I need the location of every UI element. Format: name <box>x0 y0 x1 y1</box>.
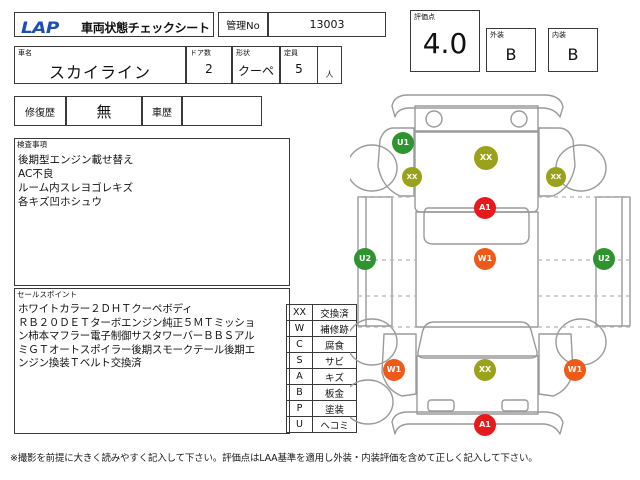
damage-marker-xx: XX <box>402 167 422 187</box>
body-shape-value: クーペ <box>237 64 274 78</box>
rear-quarter-right <box>538 127 576 197</box>
legend-row: W 補修跡 <box>286 320 357 337</box>
left-side-panel <box>357 196 393 327</box>
sales-point-box <box>14 288 290 434</box>
front-wheel-left <box>350 318 398 366</box>
repair-history-label-box: 修復歴 <box>14 96 66 126</box>
inspection-items-label: 検査事項 <box>17 140 47 149</box>
sheet-title-box: LAP 車両状態チェックシート <box>14 12 214 37</box>
body-shape-label: 形状 <box>236 49 250 57</box>
inspection-items-box <box>14 138 290 286</box>
vehicle-history-value-box[interactable] <box>182 96 262 126</box>
legend-row: C 腐食 <box>286 336 357 353</box>
vehicle-history-label: 車歴 <box>152 107 172 119</box>
sales-point-label: セールスポイント <box>17 290 77 299</box>
exterior-grade-label: 外装 <box>490 31 504 39</box>
vehicle-history-label-box: 車歴 <box>142 96 182 126</box>
seat-unit-label: 人 <box>325 70 334 79</box>
kanri-no-value-box[interactable]: 13003 <box>268 12 386 37</box>
front-fender-left <box>381 333 417 397</box>
rear-bumper-outline <box>391 94 564 118</box>
car-body-diagram: U1 XX XX XX A1 U2 W1 U2 W1 XX W1 A1 <box>350 84 638 446</box>
spare-wheel-left <box>350 379 394 425</box>
body-shape-box: 形状 クーペ <box>232 46 280 84</box>
damage-marker-a1: A1 <box>474 414 496 436</box>
rear-lamp-right <box>510 110 528 128</box>
damage-marker-u1: U1 <box>392 132 414 154</box>
rear-lamp-left <box>425 110 443 128</box>
vehicle-history-value <box>183 97 261 125</box>
damage-marker-u2: U2 <box>593 248 615 270</box>
interior-grade-box: 内装 B <box>548 28 598 72</box>
legend-code: W <box>286 320 313 337</box>
sales-point-text: ホワイトカラー２ＤＨＴクーペボディ ＲＢ２０ＤＥＴターボエンジン純正５ＭＴミッシ… <box>18 303 255 369</box>
door-count-box: ドア数 2 <box>186 46 232 84</box>
repair-history-value: 無 <box>96 102 112 121</box>
legend-row: S サビ <box>286 352 357 369</box>
kanri-no-value: 13003 <box>309 18 345 31</box>
kanri-no-label: 管理No <box>226 21 260 32</box>
legend-code: S <box>286 352 313 369</box>
damage-marker-xx: XX <box>546 167 566 187</box>
rear-wheel-right <box>555 144 607 192</box>
legend-code: A <box>286 368 313 385</box>
rear-quarter-left <box>377 127 415 197</box>
front-bumper-outline <box>391 411 564 435</box>
damage-marker-xx: XX <box>474 359 496 381</box>
legend-row: A キズ <box>286 368 357 385</box>
seat-count-box: 定員 5 <box>280 46 318 84</box>
damage-marker-w1: W1 <box>564 359 586 381</box>
repair-history-value-box: 無 <box>66 96 142 126</box>
rating-score-label: 評価点 <box>414 13 435 21</box>
legend-row: U ヘコミ <box>286 416 357 433</box>
legend-row: P 塗装 <box>286 400 357 417</box>
car-name-box: 車名 スカイライン <box>14 46 186 84</box>
legend-code: B <box>286 384 313 401</box>
door-count-value: 2 <box>205 62 213 76</box>
repair-history-label: 修復歴 <box>25 107 55 119</box>
exterior-grade-box: 外装 B <box>486 28 536 72</box>
seat-unit-box: 人 <box>318 46 342 84</box>
front-wheel-right <box>555 318 607 366</box>
interior-grade-label: 内装 <box>552 31 566 39</box>
seat-count-label: 定員 <box>284 49 298 57</box>
legend-code: XX <box>286 304 313 321</box>
legend-description: ヘコミ <box>312 416 357 433</box>
windshield-outline <box>417 321 538 359</box>
legend-row: B 板金 <box>286 384 357 401</box>
door-count-label: ドア数 <box>190 49 211 57</box>
damage-marker-u2: U2 <box>354 248 376 270</box>
damage-marker-xx: XX <box>474 146 498 170</box>
trunk-lid-outline <box>414 105 539 133</box>
rating-score-box: 評価点 4.0 <box>410 10 480 72</box>
damage-marker-w1: W1 <box>383 359 405 381</box>
headlight-right <box>501 399 529 412</box>
headlight-left <box>427 399 455 412</box>
sheet-title: 車両状態チェックシート <box>81 21 210 35</box>
car-name-label: 車名 <box>18 49 32 57</box>
damage-marker-a1: A1 <box>474 197 496 219</box>
rating-score-value: 4.0 <box>422 27 468 60</box>
rear-wheel-left <box>350 144 398 192</box>
legend-code: U <box>286 416 313 433</box>
footer-note: ※撮影を前提に大きく読みやすく記入して下さい。評価点はLAA基準を適用し外装・内… <box>10 453 538 464</box>
damage-code-legend-table: XX 交換済 W 補修跡 C 腐食 S サビ A キズ B 板金 P 塗装 U ヘコミ <box>286 304 357 433</box>
kanri-no-label-box: 管理No <box>218 12 268 37</box>
legend-code: P <box>286 400 313 417</box>
car-outline-group <box>350 94 631 435</box>
center-body-panel <box>415 211 539 328</box>
seat-count-value: 5 <box>295 62 303 76</box>
legend-row: XX 交換済 <box>286 304 357 321</box>
exterior-grade-value: B <box>505 45 517 64</box>
legend-code: C <box>286 336 313 353</box>
damage-marker-w1: W1 <box>474 248 496 270</box>
inspection-items-text: 後期型エンジン載せ替え AC不良 ルーム内スレヨゴレキズ 各キズ凹ホシュウ <box>18 154 134 208</box>
hood-outline <box>416 355 539 415</box>
interior-grade-value: B <box>567 45 579 64</box>
car-outline-svg <box>350 94 631 435</box>
lap-logo: LAP <box>21 18 59 37</box>
car-name-value: スカイライン <box>48 63 151 82</box>
